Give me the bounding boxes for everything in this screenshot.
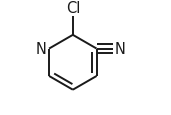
Text: N: N [36, 42, 47, 57]
Text: N: N [115, 42, 125, 57]
Text: Cl: Cl [66, 1, 80, 16]
